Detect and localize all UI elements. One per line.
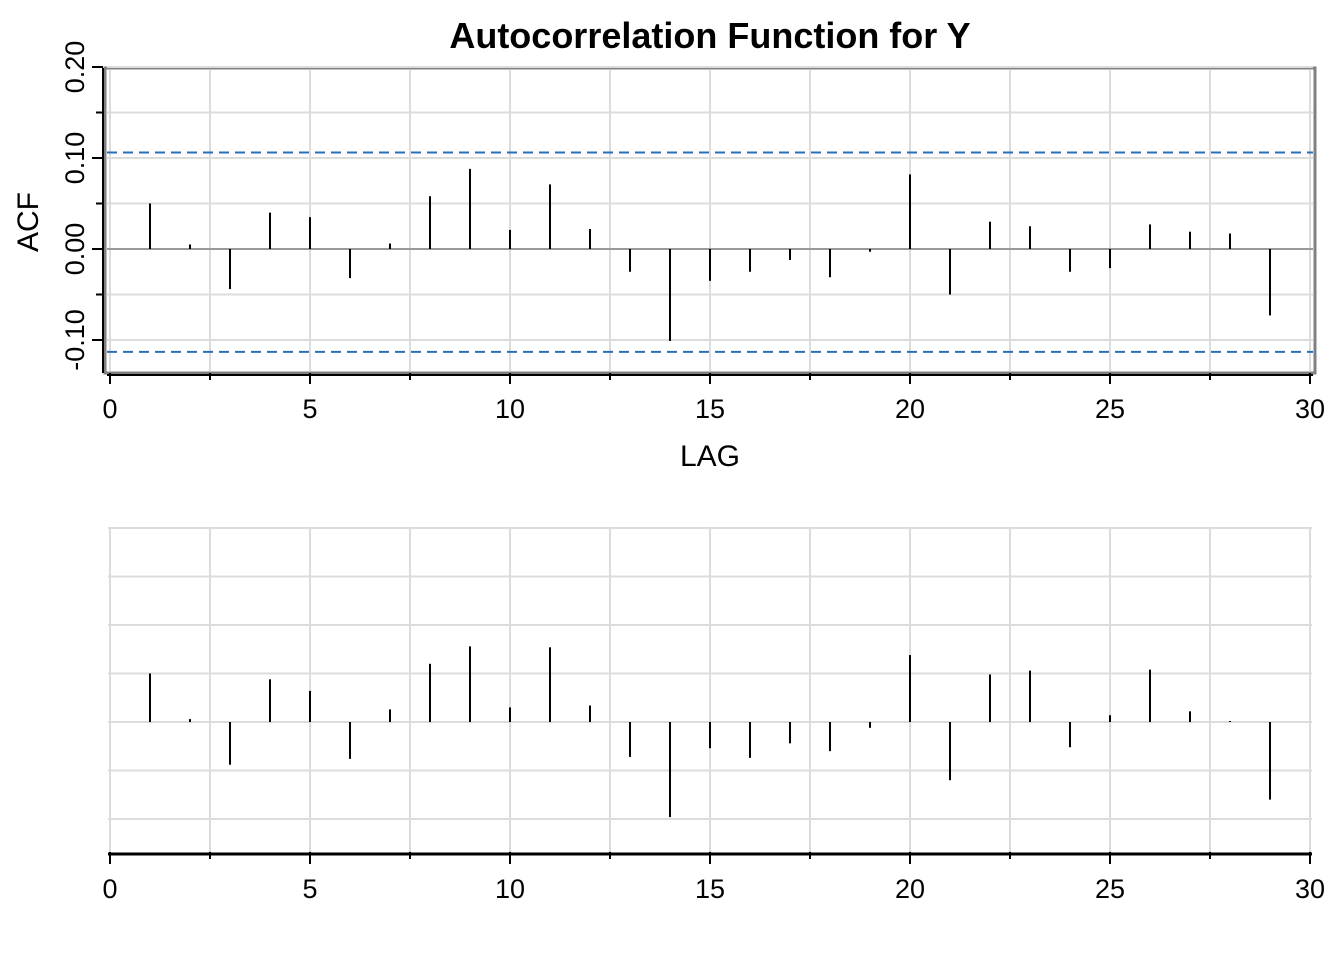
x-tick-label: 30 — [1295, 874, 1325, 904]
x-tick-label: 5 — [302, 394, 317, 424]
y-tick-label: 0.20 — [60, 41, 90, 94]
x-tick-label: 20 — [895, 394, 925, 424]
bottom-x-axis: 0 5 10 15 20 25 30 — [102, 852, 1325, 904]
x-tick-label: 10 — [495, 874, 525, 904]
x-tick-label: 10 — [495, 394, 525, 424]
top-y-axis: -0.10 0.00 0.10 0.20 — [60, 41, 104, 373]
x-tick-label: 5 — [302, 874, 317, 904]
x-tick-label: 25 — [1095, 874, 1125, 904]
confidence-band — [107, 151, 1313, 353]
x-tick-label: 30 — [1295, 394, 1325, 424]
top-acf-bars — [149, 168, 1271, 341]
x-tick-label: 25 — [1095, 394, 1125, 424]
x-tick-label: 0 — [102, 874, 117, 904]
top-x-axis: 0 5 10 15 20 25 30 — [102, 373, 1325, 424]
secondary-plot-panel: 0 5 10 15 20 25 30 — [102, 527, 1325, 904]
x-tick-label: 15 — [695, 874, 725, 904]
chart-title: Autocorrelation Function for Y — [449, 15, 970, 56]
bottom-acf-bars — [149, 646, 1271, 818]
y-tick-label: -0.10 — [60, 309, 90, 371]
x-tick-label: 0 — [102, 394, 117, 424]
y-tick-label: 0.10 — [60, 132, 90, 185]
x-tick-label: 20 — [895, 874, 925, 904]
top-grid — [107, 66, 1313, 371]
x-axis-title: LAG — [680, 440, 740, 473]
bottom-grid — [108, 527, 1312, 852]
acf-plot-panel: 0 5 10 15 20 25 30 -0.10 0.00 0.10 0.20 Autocorre… — [12, 15, 1325, 473]
y-tick-label: 0.00 — [60, 223, 90, 276]
y-axis-title: ACF — [12, 192, 45, 252]
x-tick-label: 15 — [695, 394, 725, 424]
